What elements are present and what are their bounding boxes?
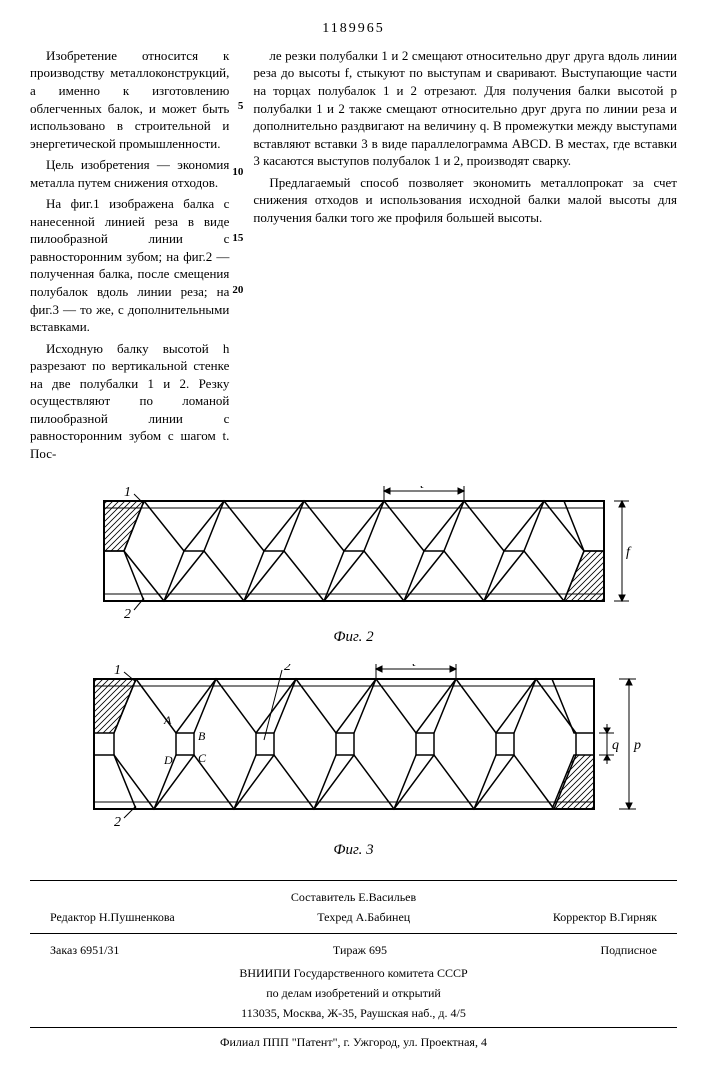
subscription: Подписное: [600, 942, 657, 958]
svg-text:B: B: [198, 729, 206, 743]
line-number: 10: [232, 165, 243, 180]
svg-text:D: D: [163, 753, 173, 767]
svg-text:q: q: [612, 738, 619, 753]
right-column: ле резки полубалки 1 и 2 смещают относит…: [253, 47, 677, 226]
fig3-caption: Фиг. 3: [30, 840, 677, 860]
order: Заказ 6951/31: [50, 942, 119, 958]
svg-text:1: 1: [114, 664, 121, 678]
svg-text:2: 2: [114, 815, 121, 830]
credits-block: Составитель Е.Васильев Редактор Н.Пушнен…: [30, 880, 677, 1050]
address: 113035, Москва, Ж-35, Раушская наб., д. …: [30, 1005, 677, 1021]
editor: Редактор Н.Пушненкова: [50, 909, 175, 925]
line-number: 5: [238, 99, 244, 114]
compiler: Составитель Е.Васильев: [291, 889, 416, 905]
document-number: 1189965: [30, 20, 677, 39]
body-columns: Изобретение относится к производству мет…: [30, 47, 677, 467]
line-number: 15: [232, 231, 243, 246]
fig2-label-2: 2: [124, 607, 131, 621]
org-line-1: ВНИИПИ Государственного комитета СССР: [30, 965, 677, 981]
fig2-label-1: 1: [124, 486, 131, 500]
para: На фиг.1 изображена балка с нанесенной л…: [30, 195, 229, 335]
para: Цель изобретения — экономия металла путе…: [30, 156, 229, 191]
para: ле резки полубалки 1 и 2 смещают относит…: [253, 47, 677, 170]
techred: Техред А.Бабинец: [317, 909, 410, 925]
svg-text:p: p: [633, 738, 641, 753]
tirage: Тираж 695: [333, 942, 387, 958]
para: Исходную балку высотой h разрезают по ве…: [30, 340, 229, 463]
para: Изобретение относится к производству мет…: [30, 47, 229, 152]
svg-text:2: 2: [284, 664, 291, 674]
para: Предлагаемый способ позволяет экономить …: [253, 174, 677, 227]
svg-text:A: A: [163, 713, 172, 727]
svg-text:C: C: [198, 751, 207, 765]
fig2-dim-f: f: [626, 545, 632, 560]
figure-3: 1 2 2 A B C D t q: [64, 664, 644, 834]
figure-2: 1 2 t f: [74, 486, 634, 621]
corrector: Корректор В.Гирняк: [553, 909, 657, 925]
org-line-2: по делам изобретений и открытий: [30, 985, 677, 1001]
left-column: Изобретение относится к производству мет…: [30, 47, 229, 463]
fig2-caption: Фиг. 2: [30, 627, 677, 647]
branch: Филиал ППП "Патент", г. Ужгород, ул. Про…: [30, 1034, 677, 1050]
figures: 1 2 t f Фиг. 2: [30, 486, 677, 860]
line-number: 20: [232, 283, 243, 298]
